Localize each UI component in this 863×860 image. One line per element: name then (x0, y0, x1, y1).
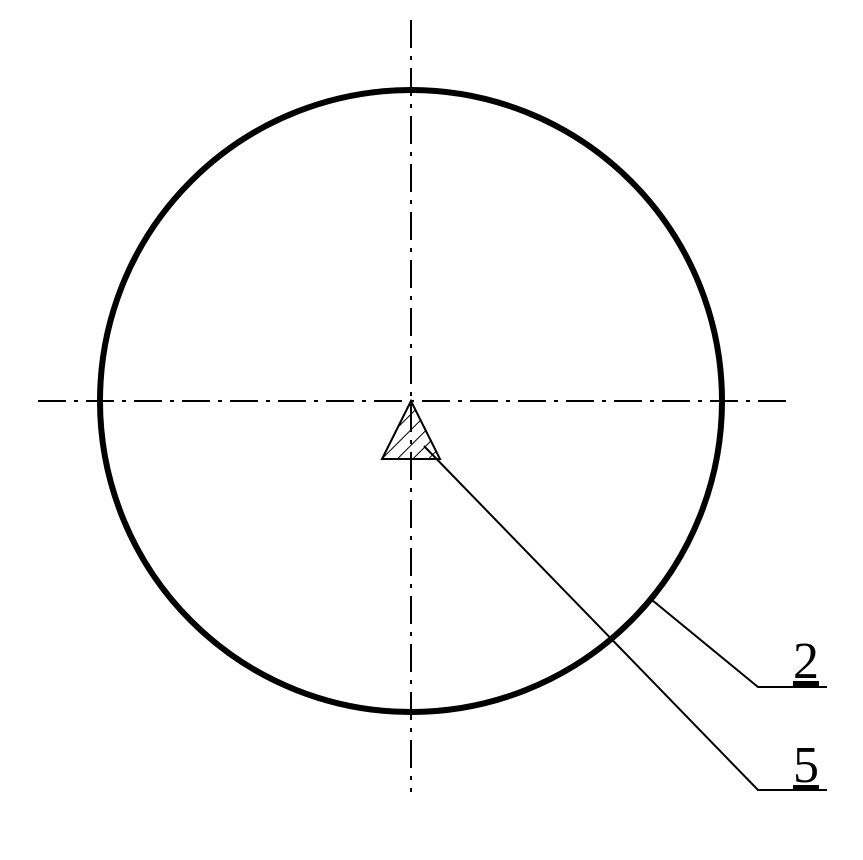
leader-5 (424, 446, 827, 790)
label-2: 2 (793, 633, 819, 690)
label-5: 5 (793, 737, 819, 794)
center-triangle-hatch (382, 401, 440, 459)
